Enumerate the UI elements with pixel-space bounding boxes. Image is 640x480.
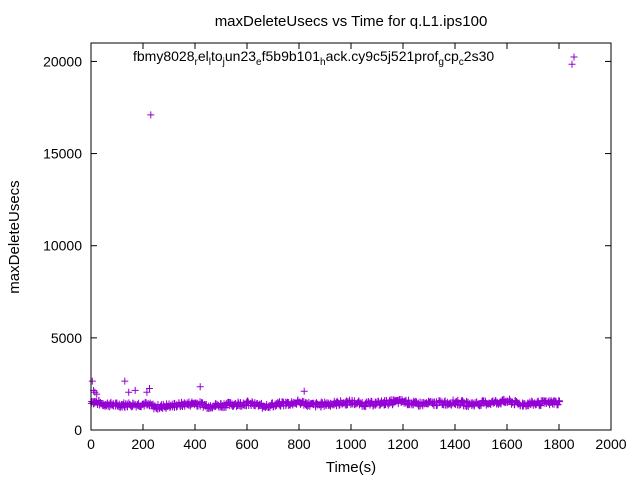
y-axis-label: maxDeleteUsecs (6, 180, 23, 293)
legend-subscript: e (256, 57, 262, 68)
data-point (143, 388, 151, 396)
legend-entry: fbmy8028relltojun23ef5b9b101hack.cy9c5j5… (133, 48, 494, 68)
legend-text-part: 2s30 (464, 48, 495, 64)
x-tick-label: 1600 (491, 436, 522, 452)
y-tick-label: 10000 (43, 238, 82, 254)
data-point (131, 386, 139, 394)
x-tick-label: 2000 (595, 436, 626, 452)
data-point (147, 111, 155, 119)
data-point (93, 390, 101, 398)
chart-title: maxDeleteUsecs vs Time for q.L1.ips100 (215, 13, 488, 30)
legend-text-part: ack.cy9c5j521prof (326, 48, 439, 64)
legend-subscript: h (320, 57, 326, 68)
legend-subscript: r (194, 57, 198, 68)
data-point (447, 401, 455, 409)
legend-text-part: to (211, 48, 223, 64)
x-tick-label: 600 (235, 436, 259, 452)
legend-subscript: l (209, 57, 211, 68)
data-point (536, 401, 544, 409)
legend-subscript: g (438, 57, 444, 68)
plot-frame (90, 42, 612, 431)
x-tick-label: 1800 (543, 436, 574, 452)
data-points (87, 60, 576, 413)
y-tick-label: 20000 (43, 53, 82, 69)
x-tick-label: 1400 (439, 436, 470, 452)
axis-ticks: 0 200 400 600 800 1000 1200 1400 1600 1800 2000050… (43, 43, 627, 452)
data-point (556, 398, 564, 406)
y-tick-label: 15000 (43, 146, 82, 162)
legend-marker (570, 53, 578, 61)
data-point (125, 388, 133, 396)
data-point (554, 401, 562, 409)
x-tick-label: 0 (87, 436, 95, 452)
x-axis-label: Time(s) (326, 459, 376, 476)
legend-text-part: cp (444, 48, 459, 64)
data-point (121, 377, 129, 385)
x-tick-label: 400 (183, 436, 207, 452)
data-point (568, 60, 576, 68)
data-point (196, 383, 204, 391)
x-tick-label: 1000 (335, 436, 366, 452)
y-tick-label: 5000 (51, 330, 82, 346)
legend-text-part: un23 (225, 48, 256, 64)
x-tick-label: 1200 (387, 436, 418, 452)
data-point (300, 387, 308, 395)
legend-subscript: j (222, 57, 225, 68)
legend-text-part: el (198, 48, 209, 64)
x-tick-label: 200 (131, 436, 155, 452)
data-point (146, 385, 153, 393)
data-point (147, 401, 155, 409)
y-tick-label: 0 (74, 422, 82, 438)
data-point (88, 377, 96, 385)
legend-text-part: f5b9b101 (262, 48, 321, 64)
legend-subscript: c (459, 57, 464, 68)
x-tick-label: 800 (287, 436, 311, 452)
legend-text-part: fbmy8028 (133, 48, 195, 64)
